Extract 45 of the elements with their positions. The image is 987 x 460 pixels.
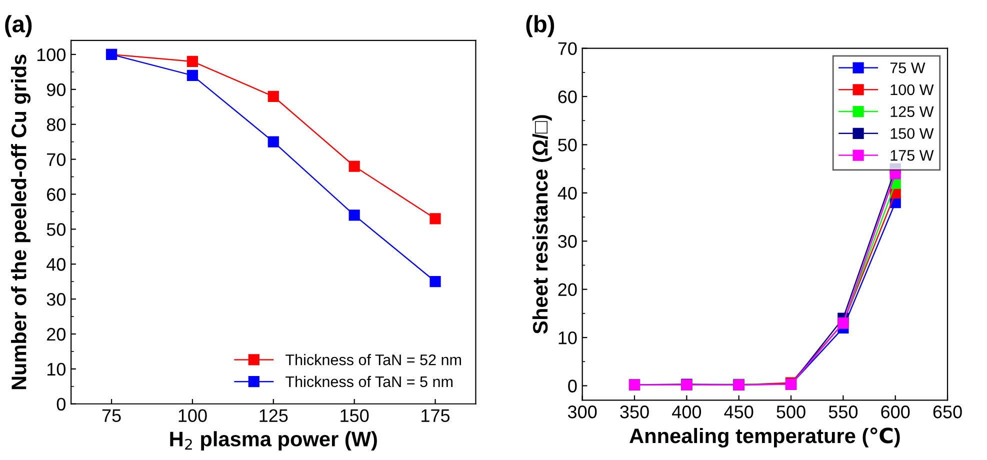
legend-label: Thickness of TaN = 52 nm [286, 354, 461, 366]
y-tick-label: 100 [37, 48, 66, 62]
y-tick-label: 10 [558, 331, 577, 344]
chart-title: (b) [526, 15, 554, 38]
legend-label: 175 W [890, 150, 934, 161]
x-axis-title: H$_{2}$ plasma power (W) [170, 431, 377, 451]
y-tick-label: 80 [46, 118, 66, 132]
y-tick-label: 60 [558, 90, 577, 104]
y-tick-label: 10 [48, 362, 66, 376]
y-tick-label: 0 [568, 380, 577, 392]
x-tick-label: 350 [620, 406, 649, 418]
y-tick-label: 30 [558, 235, 577, 248]
y-tick-label: 90 [46, 83, 66, 96]
legend-label: 125 W [890, 106, 934, 118]
x-tick-label: 400 [672, 406, 702, 418]
legend-label: Thickness of TaN = 5 nm [286, 376, 452, 388]
y-axis-title: Number of the peeled-off Cu grids [11, 54, 31, 390]
x-tick-label: 100 [178, 409, 207, 422]
x-tick-label: 500 [776, 406, 806, 418]
legend-label: 150 W [890, 128, 934, 139]
chart-title: (a) [5, 15, 32, 38]
x-tick-label: 175 [422, 409, 450, 422]
y-tick-label: 20 [558, 283, 577, 296]
x-tick-label: 75 [102, 409, 121, 422]
y-tick-label: 40 [46, 258, 66, 271]
x-tick-label: 550 [828, 406, 858, 418]
x-axis-title: Annealing temperature (℃) [630, 427, 900, 448]
y-tick-label: 40 [558, 186, 577, 200]
y-tick-label: 0 [56, 398, 66, 411]
y-tick-label: 50 [46, 223, 66, 236]
y-tick-label: 20 [47, 328, 66, 341]
legend-label: 100 W [890, 84, 934, 96]
y-tick-label: 60 [47, 188, 66, 201]
y-axis-title: Sheet resistance (Ω/□) [532, 115, 552, 334]
x-tick-label: 650 [933, 406, 962, 418]
legend-label: 75 W [890, 62, 926, 74]
x-tick-label: 300 [568, 406, 597, 418]
y-tick-label: 50 [558, 138, 577, 152]
x-tick-label: 150 [340, 409, 369, 422]
x-tick-label: 600 [881, 406, 910, 418]
y-tick-label: 70 [47, 153, 66, 166]
y-tick-label: 30 [46, 292, 66, 306]
y-tick-label: 70 [558, 42, 577, 56]
x-tick-label: 125 [260, 409, 288, 422]
x-tick-label: 450 [724, 406, 754, 418]
